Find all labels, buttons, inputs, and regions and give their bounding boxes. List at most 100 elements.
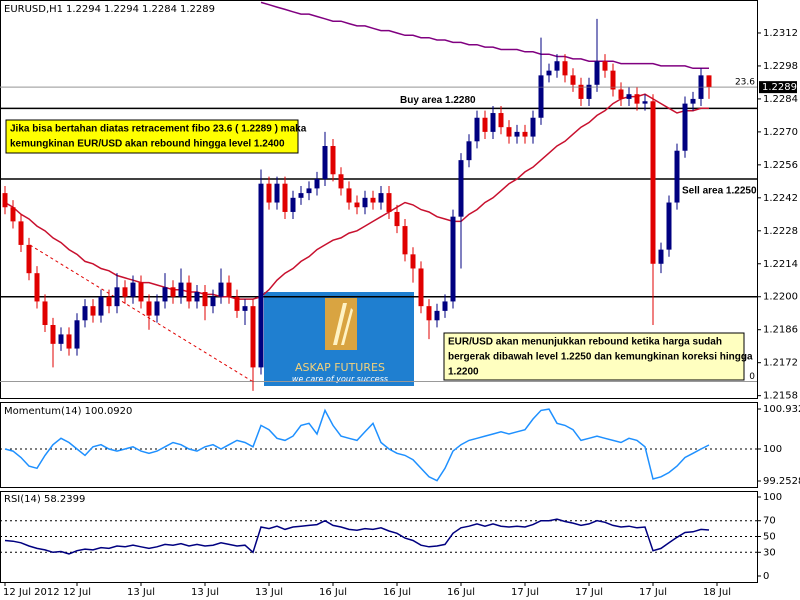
candle-body xyxy=(370,197,376,203)
candle-body xyxy=(378,193,384,203)
candle-body xyxy=(362,197,368,208)
annotation-line: 1.2200 xyxy=(448,367,479,378)
candle-body xyxy=(466,141,472,161)
candle-body xyxy=(306,188,312,194)
candle-body xyxy=(122,287,128,297)
candle-body xyxy=(690,98,696,104)
ohlc-close: 1.2289 xyxy=(180,4,215,15)
candle-body xyxy=(130,282,136,297)
y-tick-label: 1.2172 xyxy=(763,358,798,369)
candle-body xyxy=(410,254,416,269)
y-tick-label: 1.2158 xyxy=(763,391,798,402)
candle-body xyxy=(170,287,176,297)
candle-body xyxy=(146,301,152,316)
line xyxy=(4,408,710,482)
candle-body xyxy=(66,334,72,349)
candle-body xyxy=(514,131,520,137)
x-tick-label: 17 Jul xyxy=(511,587,539,598)
plot-layer xyxy=(0,518,757,555)
candle-body xyxy=(562,61,568,76)
x-tick-label: 16 Jul xyxy=(319,587,347,598)
candle-body xyxy=(18,221,24,245)
y-tick-label: 1.2298 xyxy=(763,61,798,72)
candle-body xyxy=(274,183,280,203)
candle-body xyxy=(610,70,616,90)
candle-body xyxy=(186,282,192,302)
y-tick-label: 1.2270 xyxy=(763,127,798,138)
logo-tagline: we care of your success xyxy=(292,375,388,384)
y-tick-label: 30 xyxy=(763,547,776,558)
candle-body xyxy=(658,249,664,264)
x-tick-label: 18 Jul xyxy=(703,587,731,598)
trendline xyxy=(29,244,256,384)
candle-body xyxy=(10,207,16,222)
candle-body xyxy=(114,287,120,307)
x-tick-label: 16 Jul xyxy=(383,587,411,598)
level-label: Sell area 1.2250 xyxy=(682,186,757,197)
candle-body xyxy=(330,146,336,175)
candle-body xyxy=(106,296,112,307)
candle-body xyxy=(674,150,680,203)
candle-body xyxy=(242,306,248,311)
y-tick-label: 1.2242 xyxy=(763,193,798,204)
candle-body xyxy=(98,296,104,316)
candle-body xyxy=(34,273,40,302)
candle-body xyxy=(666,202,672,250)
fibo-label: 0 xyxy=(749,372,755,382)
candle-body xyxy=(506,127,512,137)
candle-body xyxy=(650,101,656,264)
y-tick-label: 100.9327 xyxy=(763,404,800,415)
logo-name: ASKAP FUTURES xyxy=(295,361,385,374)
candle-body xyxy=(490,113,496,132)
candle-body xyxy=(26,244,32,274)
x-tick-label: 17 Jul xyxy=(639,587,667,598)
y-tick-label: 1.2256 xyxy=(763,160,798,171)
candle-body xyxy=(346,188,352,203)
x-tick-label: 13 Jul xyxy=(255,587,283,598)
main-frame xyxy=(0,0,758,399)
annotation-line: Jika bisa bertahan diatas retracement fi… xyxy=(10,124,307,135)
fibo-label: 23.6 xyxy=(735,78,755,88)
line xyxy=(4,518,710,555)
y-tick-label: 1.2200 xyxy=(763,292,798,303)
candle-body xyxy=(498,113,504,128)
level-label: Buy area 1.2280 xyxy=(400,95,476,106)
y-tick-label: 1.2186 xyxy=(763,325,798,336)
candle-body xyxy=(458,160,464,217)
x-tick-label: 16 Jul xyxy=(447,587,475,598)
main-plot: ASKAP FUTURES we care of your success xyxy=(29,244,414,386)
candle-body xyxy=(258,183,264,368)
indicator-label: RSI(14) 58.2399 xyxy=(4,494,85,505)
candle-body xyxy=(450,216,456,302)
candle-body xyxy=(402,226,408,255)
candle-body xyxy=(546,70,552,76)
annotation-line: bergerak dibawah level 1.2250 dan kemung… xyxy=(448,352,753,363)
candle-body xyxy=(202,292,208,307)
ohlc-high: 1.2294 xyxy=(104,4,139,15)
candle-body xyxy=(42,301,48,325)
y-tick-label: 1.2214 xyxy=(763,259,798,270)
y-tick-label: 99.2528 xyxy=(763,476,800,487)
candle-body xyxy=(298,193,304,198)
candle-body xyxy=(58,334,64,344)
candle-body xyxy=(2,193,8,208)
price-tag xyxy=(759,81,797,94)
candle-body xyxy=(178,282,184,297)
annotations: Jika bisa bertahan diatas retracement fi… xyxy=(5,119,753,381)
candle-body xyxy=(226,282,232,297)
candle-body xyxy=(578,84,584,99)
candle-body xyxy=(474,117,480,142)
candle-body xyxy=(266,183,272,203)
candle-body xyxy=(234,296,240,311)
candle-body xyxy=(82,306,88,321)
candle-body xyxy=(290,197,296,212)
annotation-box xyxy=(5,119,299,154)
candle-body xyxy=(682,103,688,151)
candle-body xyxy=(282,183,288,212)
plot-layer xyxy=(0,408,757,482)
x-tick-label: 12 Jul xyxy=(63,587,91,598)
candle-body xyxy=(586,84,592,99)
candle-body xyxy=(642,101,648,104)
candle-body xyxy=(394,211,400,227)
